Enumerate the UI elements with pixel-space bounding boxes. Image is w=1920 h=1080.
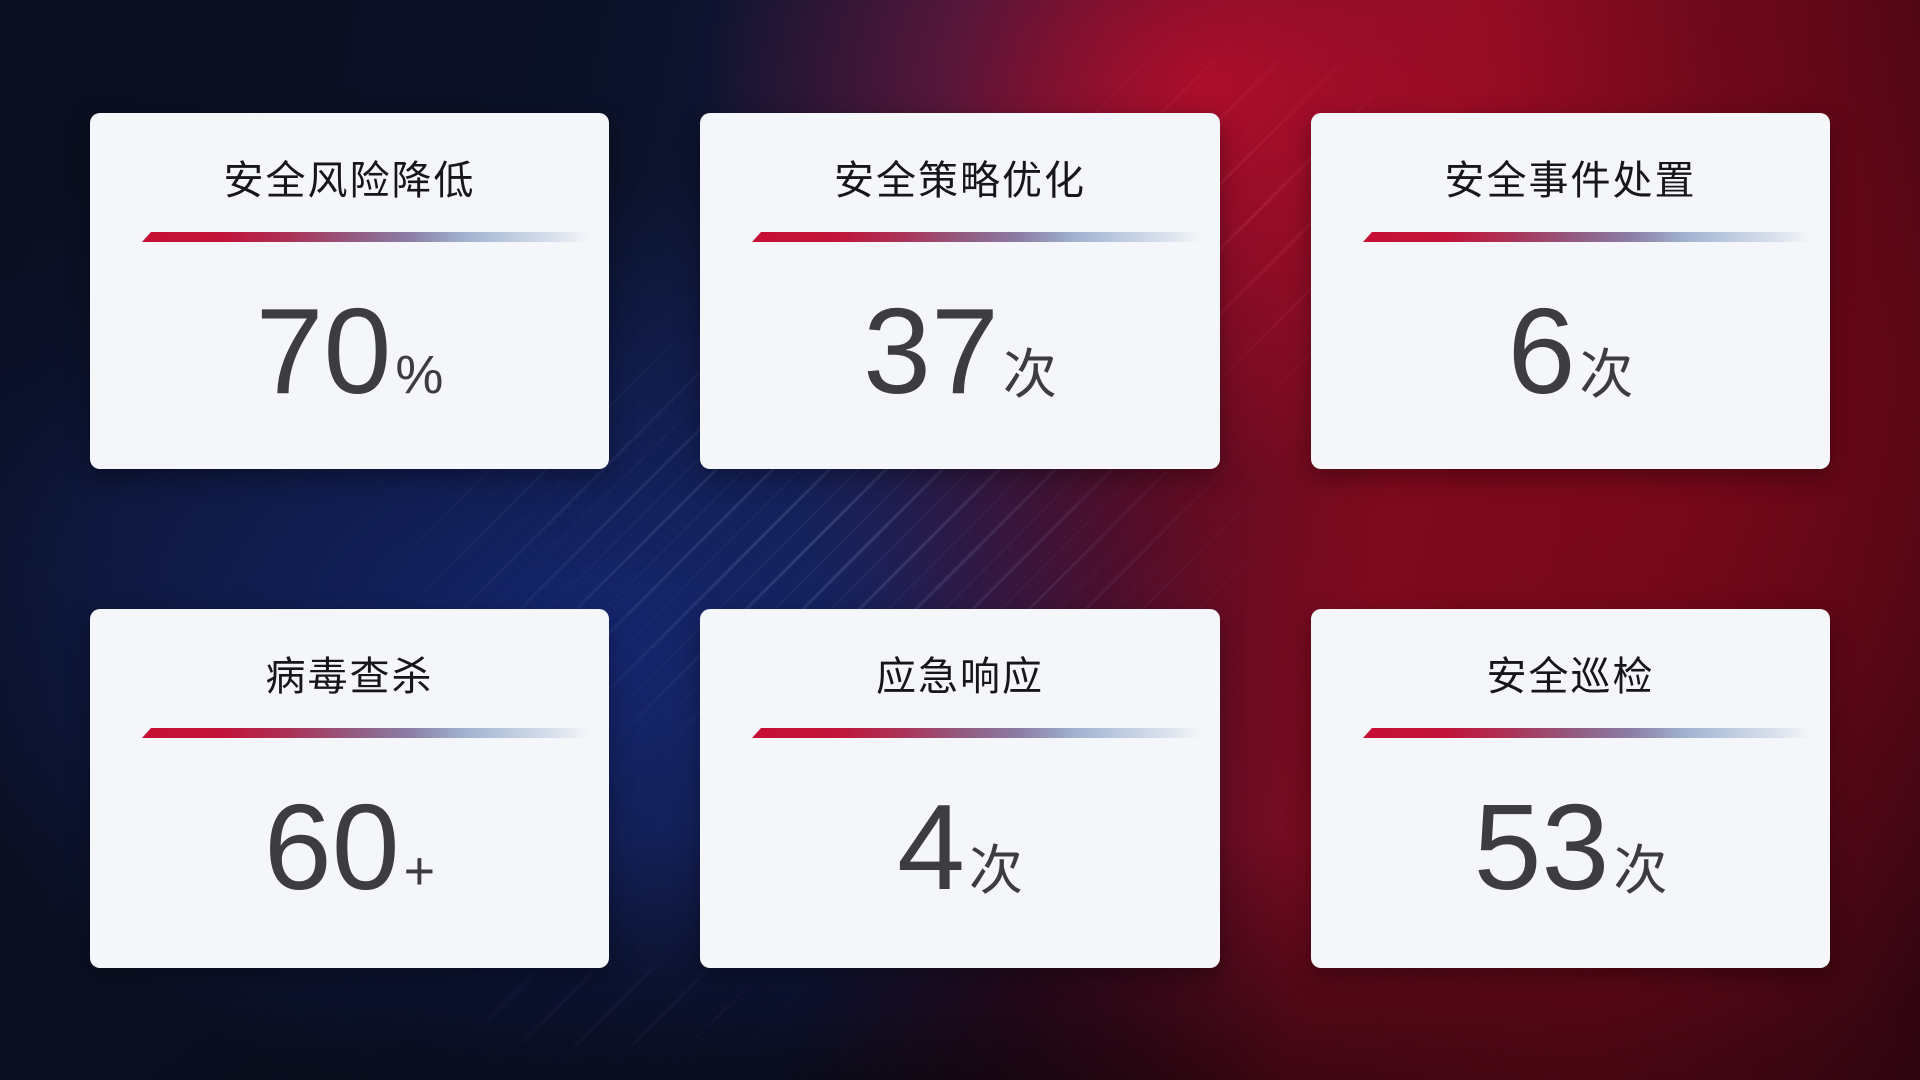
card-value-row: 53 次 bbox=[1473, 779, 1668, 915]
card-unit: 次 bbox=[1613, 841, 1668, 901]
stat-card-emergency-response: 应急响应 4 次 bbox=[700, 609, 1220, 968]
card-title: 安全事件处置 bbox=[1444, 159, 1697, 203]
card-value: 6 bbox=[1507, 283, 1576, 419]
card-title: 安全策略优化 bbox=[834, 159, 1086, 203]
card-unit: 次 bbox=[1579, 345, 1634, 405]
card-title: 安全风险降低 bbox=[223, 159, 476, 203]
gradient-divider bbox=[142, 232, 599, 242]
card-value-row: 70 % bbox=[255, 283, 444, 419]
stat-card-grid: 安全风险降低 70 % 安全策略优化 37 次 安全事件处置 6 次 病毒查 bbox=[90, 113, 1830, 968]
card-value: 70 bbox=[255, 283, 392, 419]
gradient-divider bbox=[1363, 728, 1820, 738]
card-unit: % bbox=[395, 345, 444, 405]
gradient-divider bbox=[752, 728, 1210, 738]
card-title: 应急响应 bbox=[876, 655, 1044, 699]
gradient-divider bbox=[142, 728, 599, 738]
stat-card-incident-handling: 安全事件处置 6 次 bbox=[1311, 113, 1830, 469]
card-unit: + bbox=[403, 841, 436, 901]
card-title: 安全巡检 bbox=[1486, 655, 1655, 699]
card-value: 53 bbox=[1473, 779, 1610, 915]
card-value-row: 37 次 bbox=[863, 283, 1057, 419]
card-value: 60 bbox=[263, 779, 400, 915]
stat-card-security-inspection: 安全巡检 53 次 bbox=[1311, 609, 1830, 968]
card-value: 4 bbox=[897, 779, 965, 915]
card-value-row: 4 次 bbox=[897, 779, 1023, 915]
card-value-row: 6 次 bbox=[1507, 283, 1634, 419]
card-unit: 次 bbox=[1002, 345, 1057, 405]
gradient-divider bbox=[1363, 232, 1820, 242]
card-value-row: 60 + bbox=[263, 779, 436, 915]
stat-card-policy-optimization: 安全策略优化 37 次 bbox=[700, 113, 1220, 469]
card-value: 37 bbox=[863, 283, 999, 419]
card-title: 病毒查杀 bbox=[265, 655, 434, 699]
stat-card-virus-scan: 病毒查杀 60 + bbox=[90, 609, 609, 968]
card-unit: 次 bbox=[968, 841, 1023, 901]
gradient-divider bbox=[752, 232, 1210, 242]
stat-card-risk-reduction: 安全风险降低 70 % bbox=[90, 113, 609, 469]
